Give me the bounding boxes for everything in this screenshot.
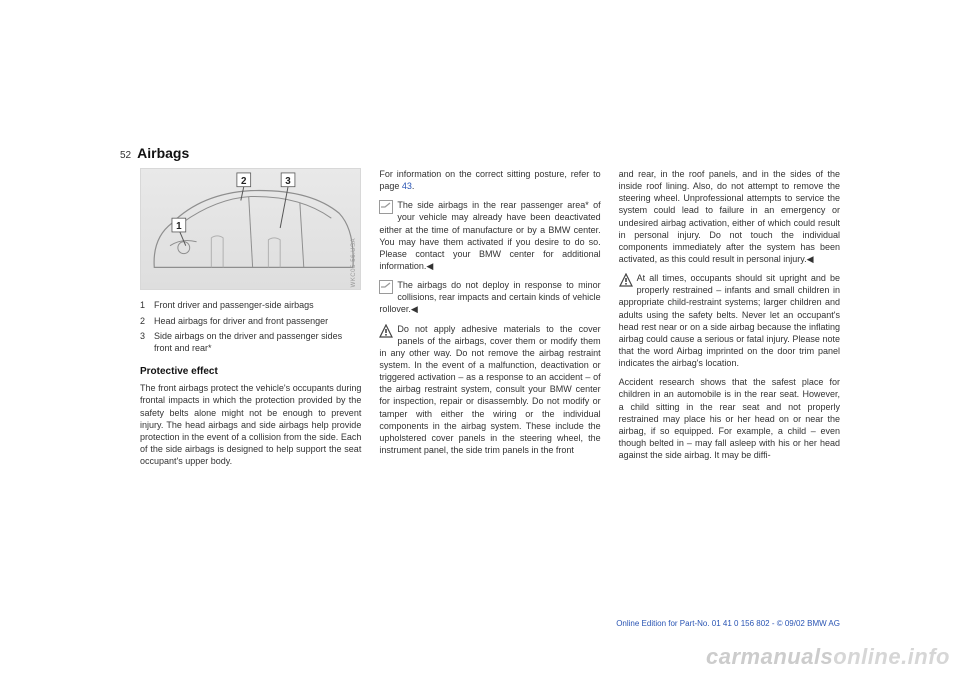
watermark-bold: carmanuals: [706, 644, 833, 669]
warning-icon: [379, 324, 393, 338]
diagram-label-2: 2: [241, 176, 247, 187]
page-header: 52 Airbags: [120, 145, 189, 161]
diagram-legend: 1 Front driver and passenger-side airbag…: [140, 300, 361, 355]
watermark-dim: online.info: [833, 644, 950, 669]
legend-num: 2: [140, 316, 150, 328]
body-paragraph: and rear, in the roof panels, and in the…: [619, 168, 840, 265]
airbag-diagram: 1 2 3 WKC05-56.USA: [140, 168, 361, 290]
info-icon: [379, 280, 393, 294]
legend-item: 1 Front driver and passenger-side airbag…: [140, 300, 361, 312]
body-paragraph: Accident research shows that the safest …: [619, 376, 840, 461]
page-number: 52: [120, 150, 131, 161]
footer-text: Online Edition for Part-No. 01 41 0 156 …: [616, 619, 840, 628]
diagram-label-3: 3: [285, 176, 291, 187]
legend-text: Side airbags on the driver and passenger…: [154, 331, 361, 354]
info-icon: [379, 200, 393, 214]
warning-note: Do not apply adhesive materials to the c…: [379, 323, 600, 457]
diagram-label-1: 1: [176, 221, 182, 232]
info-note: The airbags do not deploy in response to…: [379, 279, 600, 315]
section-heading: Protective effect: [140, 365, 361, 379]
legend-item: 2 Head airbags for driver and front pass…: [140, 316, 361, 328]
car-cutaway-svg: 1 2 3: [141, 169, 360, 289]
warning-icon: [619, 273, 633, 287]
legend-num: 1: [140, 300, 150, 312]
legend-item: 3 Side airbags on the driver and passeng…: [140, 331, 361, 354]
warning-text: Do not apply adhesive materials to the c…: [379, 324, 600, 455]
legend-num: 3: [140, 331, 150, 354]
legend-text: Head airbags for driver and front passen…: [154, 316, 361, 328]
warning-text: At all times, occupants should sit uprig…: [619, 273, 840, 368]
note-text: The side airbags in the rear passenger a…: [379, 200, 600, 271]
text: .: [412, 181, 415, 191]
watermark: carmanualsonline.info: [706, 644, 950, 670]
body-paragraph: For information on the correct sitting p…: [379, 168, 600, 192]
column-3: and rear, in the roof panels, and in the…: [619, 168, 840, 608]
page-title: Airbags: [137, 145, 189, 161]
note-text: The airbags do not deploy in response to…: [379, 280, 600, 314]
page: 52 Airbags: [0, 0, 960, 678]
column-2: For information on the correct sitting p…: [379, 168, 600, 608]
page-link[interactable]: 43: [402, 181, 412, 191]
info-note: The side airbags in the rear passenger a…: [379, 199, 600, 272]
legend-text: Front driver and passenger-side airbags: [154, 300, 361, 312]
body-paragraph: The front airbags protect the vehicle's …: [140, 382, 361, 467]
warning-note: At all times, occupants should sit uprig…: [619, 272, 840, 369]
body-columns: 1 2 3 WKC05-56.USA 1 Front driver and pa…: [140, 168, 840, 608]
column-1: 1 2 3 WKC05-56.USA 1 Front driver and pa…: [140, 168, 361, 608]
diagram-code: WKC05-56.USA: [350, 238, 358, 287]
